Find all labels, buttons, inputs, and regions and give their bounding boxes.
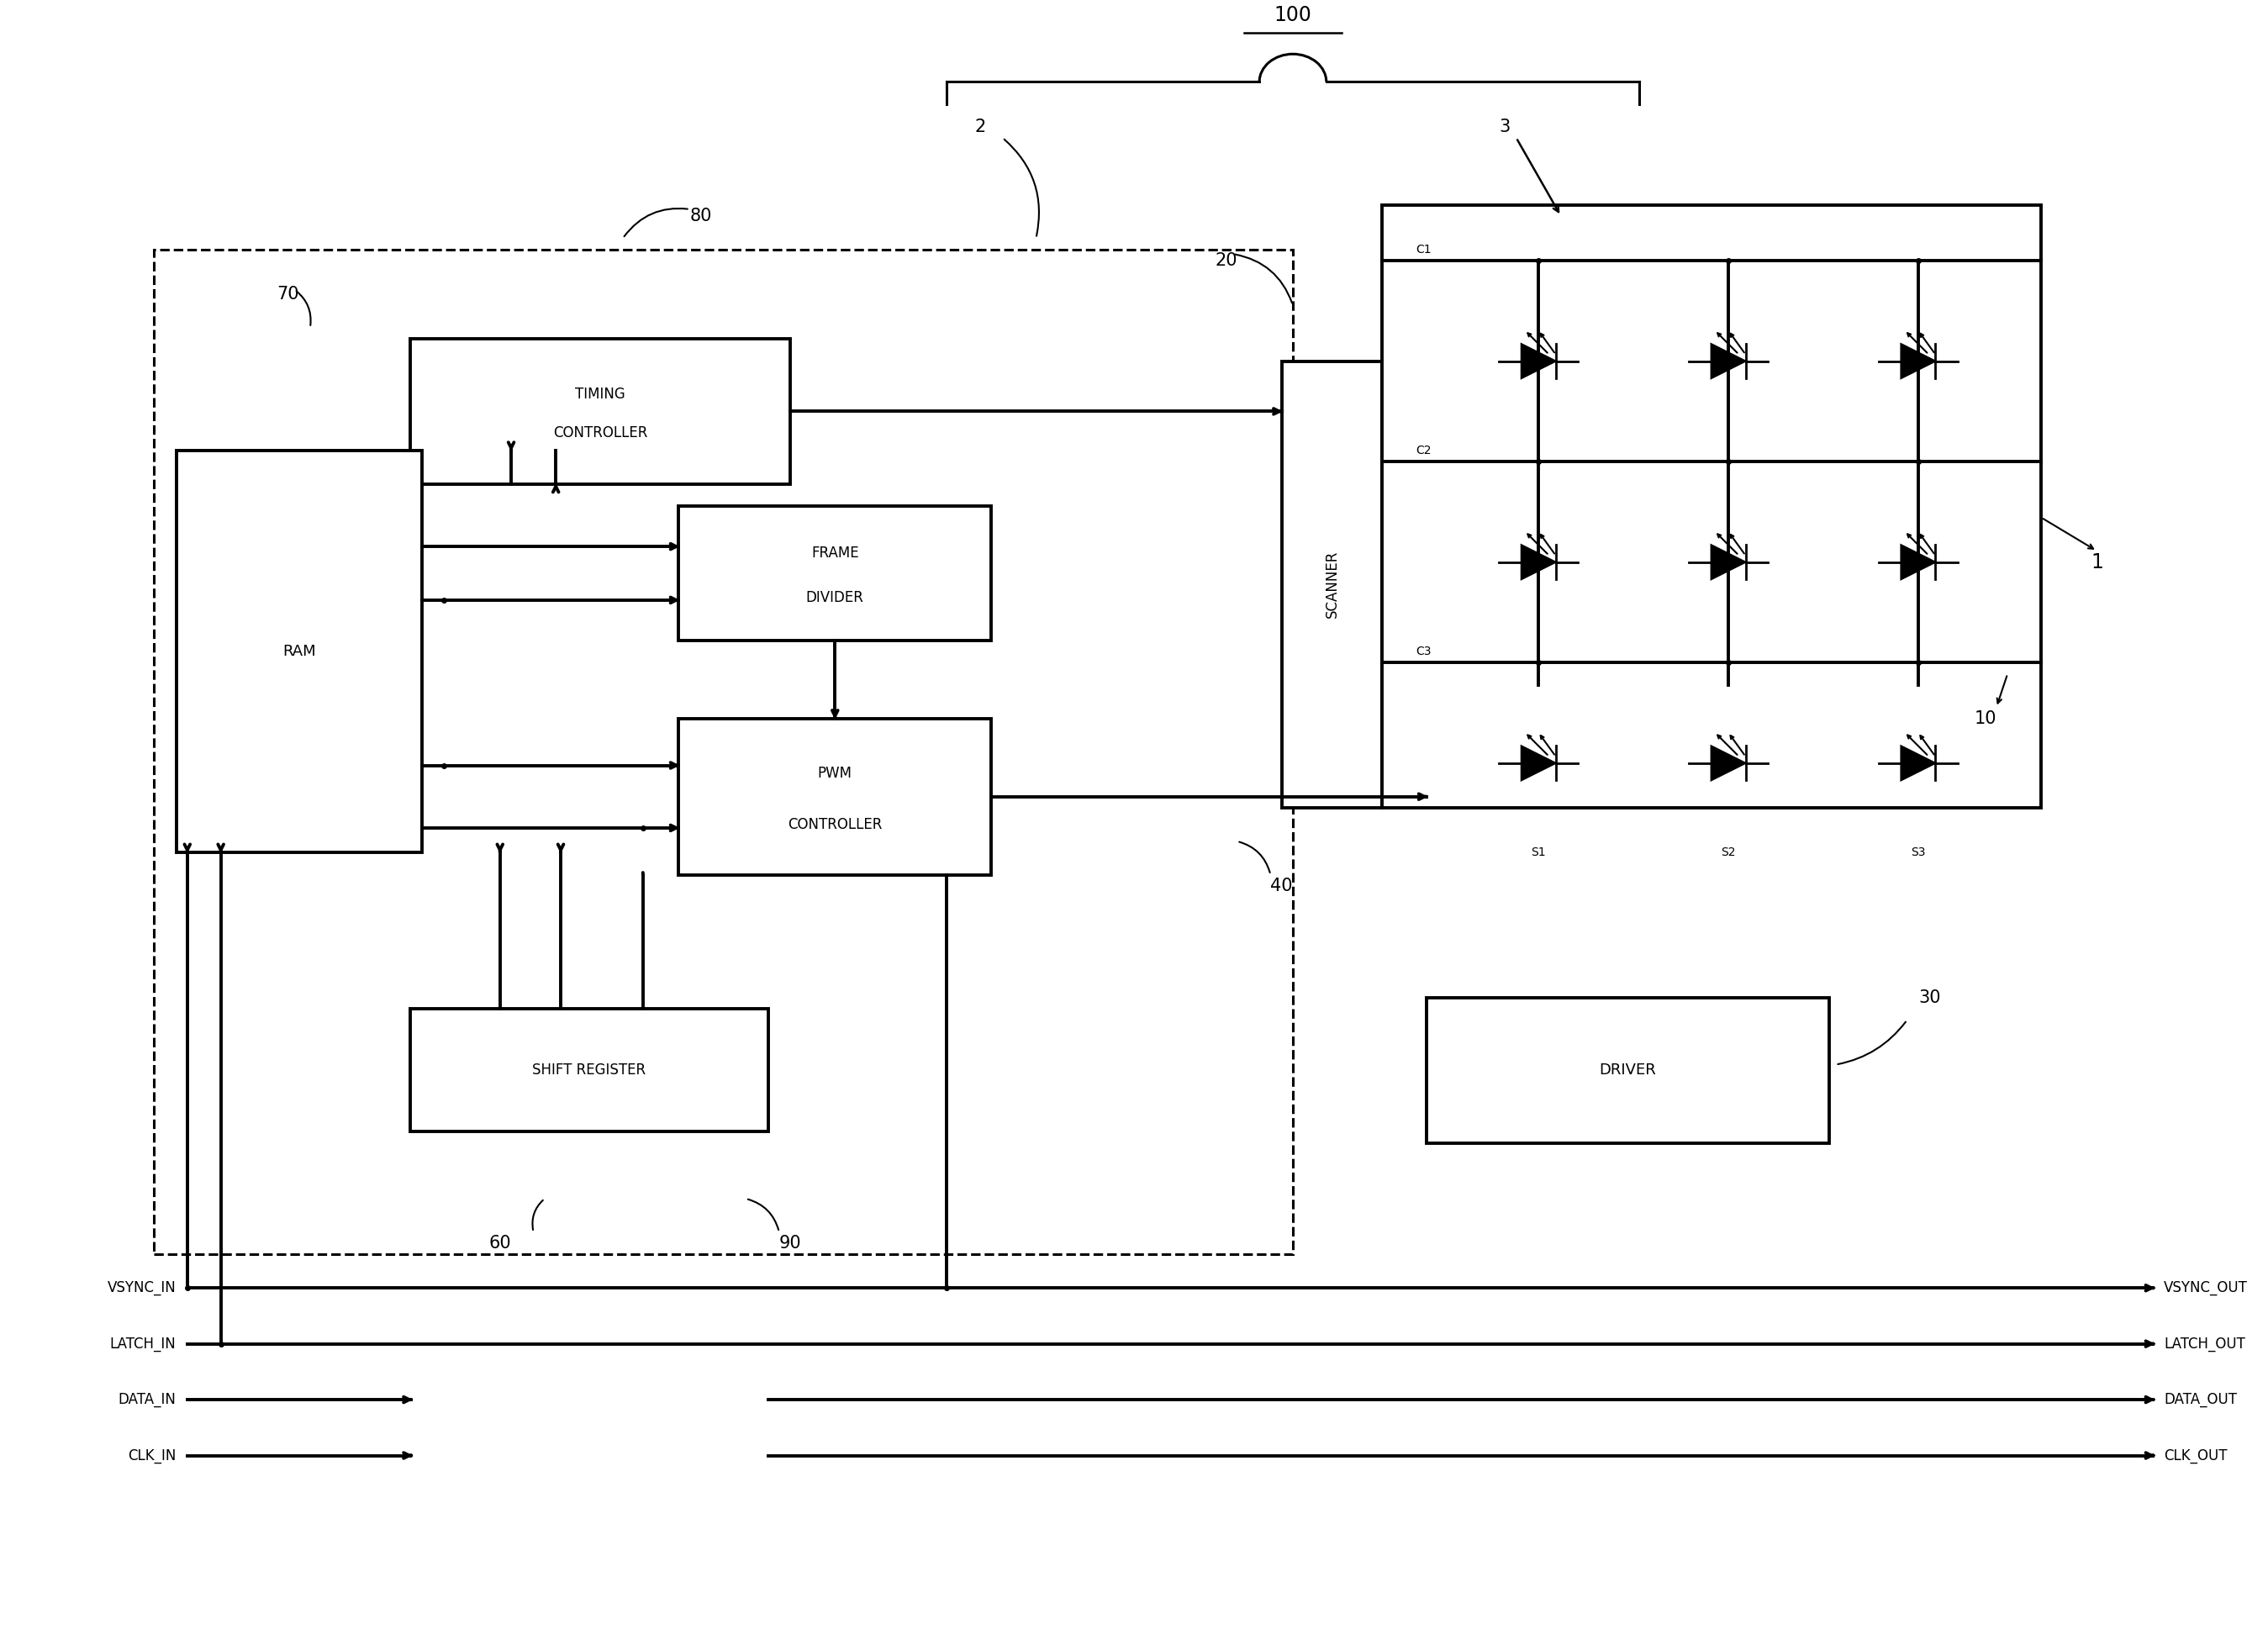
Text: RAM: RAM	[281, 645, 315, 659]
Text: 2: 2	[975, 118, 987, 134]
Text: 1: 1	[2091, 553, 2102, 572]
Text: 40: 40	[1270, 877, 1293, 894]
Text: 30: 30	[1919, 989, 1941, 1005]
Text: 10: 10	[1973, 710, 1996, 727]
Polygon shape	[1901, 344, 1935, 379]
Polygon shape	[1522, 746, 1556, 781]
Text: CONTROLLER: CONTROLLER	[787, 817, 882, 833]
Text: 80: 80	[689, 208, 712, 225]
Text: LATCH_IN: LATCH_IN	[109, 1337, 177, 1351]
Polygon shape	[1710, 746, 1746, 781]
Bar	[177, 451, 422, 853]
Text: SHIFT REGISTER: SHIFT REGISTER	[533, 1063, 646, 1077]
Polygon shape	[1710, 544, 1746, 579]
Text: DATA_OUT: DATA_OUT	[2164, 1392, 2236, 1407]
Bar	[1381, 205, 2041, 809]
Text: CLK_OUT: CLK_OUT	[2164, 1448, 2227, 1463]
Text: VSYNC_OUT: VSYNC_OUT	[2164, 1281, 2248, 1296]
Text: 100: 100	[1275, 5, 1311, 25]
Bar	[1427, 997, 1828, 1143]
Text: S2: S2	[1721, 846, 1735, 858]
Text: DRIVER: DRIVER	[1599, 1063, 1656, 1077]
Bar	[154, 249, 1293, 1255]
Text: DIVIDER: DIVIDER	[805, 590, 864, 605]
Text: SCANNER: SCANNER	[1325, 551, 1340, 618]
Polygon shape	[1522, 344, 1556, 379]
Text: TIMING: TIMING	[576, 387, 626, 402]
Text: 90: 90	[780, 1235, 801, 1251]
Text: C1: C1	[1415, 244, 1431, 256]
Text: C2: C2	[1415, 444, 1431, 456]
Text: LATCH_OUT: LATCH_OUT	[2164, 1337, 2245, 1351]
Bar	[1281, 361, 1381, 809]
Polygon shape	[1522, 544, 1556, 579]
Bar	[678, 507, 991, 640]
Text: 60: 60	[490, 1235, 510, 1251]
Text: C3: C3	[1415, 646, 1431, 658]
Bar	[411, 1009, 769, 1132]
Text: S3: S3	[1912, 846, 1926, 858]
Bar	[411, 339, 789, 484]
Text: CONTROLLER: CONTROLLER	[553, 426, 649, 441]
Text: CLK_IN: CLK_IN	[127, 1448, 177, 1463]
Bar	[678, 718, 991, 874]
Text: PWM: PWM	[819, 766, 853, 781]
Polygon shape	[1901, 746, 1935, 781]
Text: 3: 3	[1499, 118, 1510, 134]
Polygon shape	[1901, 544, 1935, 579]
Text: DATA_IN: DATA_IN	[118, 1392, 177, 1407]
Text: 20: 20	[1216, 253, 1236, 269]
Text: S1: S1	[1531, 846, 1547, 858]
Text: 70: 70	[277, 285, 299, 302]
Polygon shape	[1710, 344, 1746, 379]
Text: VSYNC_IN: VSYNC_IN	[107, 1281, 177, 1296]
Text: FRAME: FRAME	[812, 546, 860, 561]
